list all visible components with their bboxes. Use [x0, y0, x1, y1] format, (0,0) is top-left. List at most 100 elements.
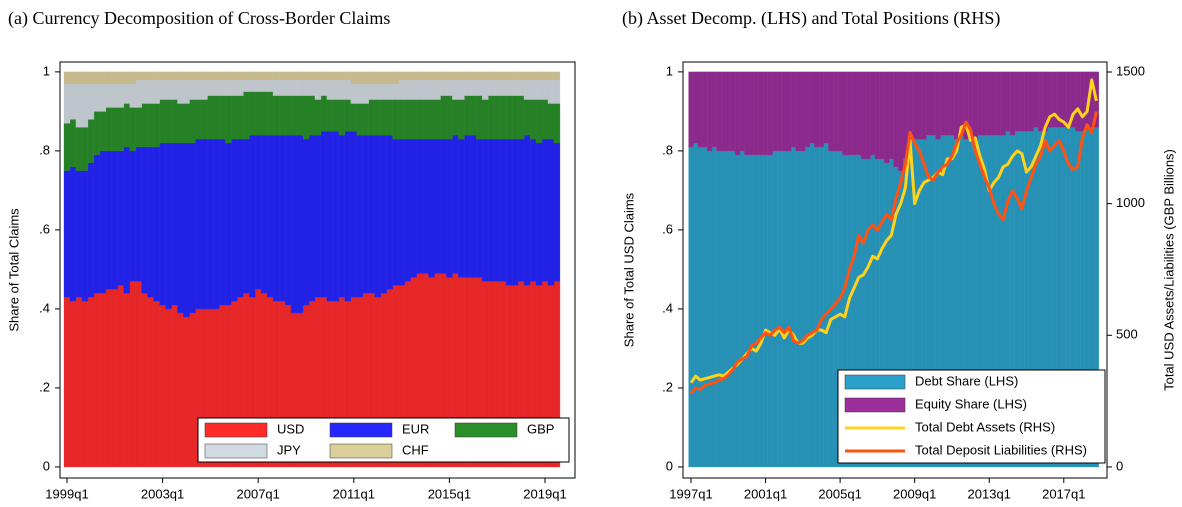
x-tick-label: 2017q1 — [1042, 486, 1085, 501]
bar-segment — [523, 99, 531, 136]
bar-segment — [392, 138, 399, 286]
bar-segment — [523, 134, 531, 286]
bar-segment — [69, 83, 77, 120]
y-tick-label: .6 — [39, 221, 50, 236]
bar-segment — [189, 142, 196, 314]
bar-segment — [165, 79, 172, 100]
bar-segment — [159, 99, 166, 144]
bar-segment — [129, 107, 137, 152]
bar-segment — [219, 138, 226, 306]
bar-segment — [332, 99, 340, 132]
bar-segment — [141, 79, 148, 104]
bar-segment — [153, 146, 160, 302]
bar-segment — [225, 95, 232, 144]
bar-segment — [529, 138, 537, 282]
bar-segment — [350, 103, 358, 132]
bar-segment — [111, 107, 119, 152]
bar-segment — [302, 79, 310, 96]
legend-swatch — [844, 397, 906, 413]
bar-segment — [87, 162, 95, 298]
y-tick-label: 1 — [43, 63, 50, 78]
bar-segment — [236, 138, 244, 298]
bar-segment — [428, 71, 435, 81]
bar-segment — [434, 71, 441, 81]
y-tick-label: .8 — [662, 142, 673, 157]
bar-segment — [111, 150, 119, 290]
bar-segment — [458, 99, 465, 140]
bar-segment — [481, 79, 489, 100]
bar-segment — [99, 83, 107, 112]
bar-segment — [213, 79, 220, 96]
bar-segment — [219, 71, 226, 81]
y-tick-label: 1 — [666, 63, 673, 78]
bar-segment — [159, 79, 166, 100]
bar-segment — [284, 79, 292, 96]
bar-segment — [814, 146, 820, 468]
bar-segment — [141, 103, 148, 148]
bar-segment — [470, 79, 477, 96]
bar-segment — [865, 71, 871, 160]
bar-segment — [446, 95, 453, 140]
bar-segment — [105, 83, 113, 108]
bar-segment — [195, 138, 202, 310]
bar-segment — [730, 71, 736, 152]
bar-segment — [711, 71, 717, 148]
bar-segment — [398, 79, 405, 100]
bar-segment — [991, 71, 997, 136]
bar-segment — [511, 79, 519, 96]
bar-segment — [75, 126, 83, 171]
bar-segment — [236, 79, 244, 96]
bar-segment — [165, 71, 172, 81]
bar-segment — [688, 71, 694, 148]
bar-segment — [81, 71, 89, 85]
bar-segment — [326, 99, 334, 132]
plot-area — [688, 71, 1100, 468]
bar-segment — [344, 130, 352, 302]
bar-segment — [547, 71, 555, 81]
bar-segment — [1037, 71, 1044, 132]
bar-segment — [930, 71, 936, 136]
bar-segment — [972, 71, 978, 140]
bar-segment — [123, 292, 131, 468]
bar-segment — [272, 79, 280, 96]
bar-segment — [440, 79, 447, 96]
bar-segment — [499, 138, 507, 282]
bar-segment — [493, 79, 501, 96]
bar-segment — [404, 138, 411, 282]
bar-segment — [254, 71, 262, 81]
bar-segment — [326, 71, 334, 81]
bar-segment — [953, 71, 960, 140]
bar-segment — [977, 71, 983, 136]
bar-segment — [332, 79, 340, 100]
bar-segment — [730, 150, 736, 468]
bar-segment — [75, 296, 83, 468]
bar-segment — [314, 71, 322, 81]
bar-segment — [720, 71, 727, 152]
bar-segment — [332, 130, 340, 302]
bar-segment — [725, 71, 731, 152]
bar-segment — [302, 138, 310, 306]
bar-segment — [944, 71, 950, 136]
bar-segment — [434, 79, 441, 100]
bar-segment — [790, 146, 797, 468]
bar-segment — [201, 79, 208, 100]
bar-segment — [762, 154, 769, 468]
bar-segment — [177, 142, 184, 314]
bar-segment — [320, 71, 328, 81]
bar-segment — [428, 138, 435, 278]
bar-segment — [356, 134, 364, 298]
bar-segment — [290, 79, 298, 96]
bar-segment — [231, 71, 238, 81]
bar-segment — [776, 71, 783, 152]
bar-segment — [753, 71, 759, 156]
bar-segment — [949, 71, 955, 136]
bar-segment — [800, 71, 806, 152]
bar-segment — [734, 71, 741, 156]
bar-segment — [81, 83, 89, 128]
bar-segment — [416, 71, 423, 81]
bar-segment — [326, 79, 334, 100]
bar-segment — [266, 91, 274, 136]
bar-segment — [272, 134, 280, 302]
bar-segment — [296, 79, 304, 96]
